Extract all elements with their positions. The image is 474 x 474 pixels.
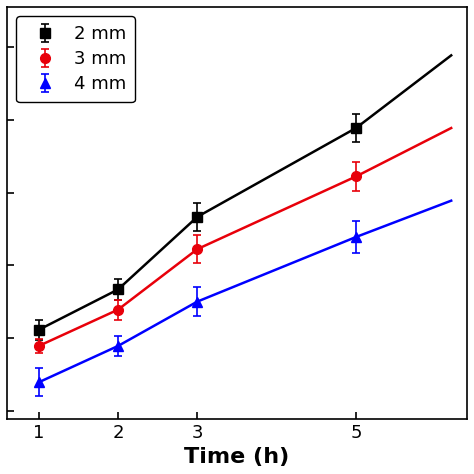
X-axis label: Time (h): Time (h)	[184, 447, 290, 467]
Legend: 2 mm, 3 mm, 4 mm: 2 mm, 3 mm, 4 mm	[16, 16, 135, 102]
